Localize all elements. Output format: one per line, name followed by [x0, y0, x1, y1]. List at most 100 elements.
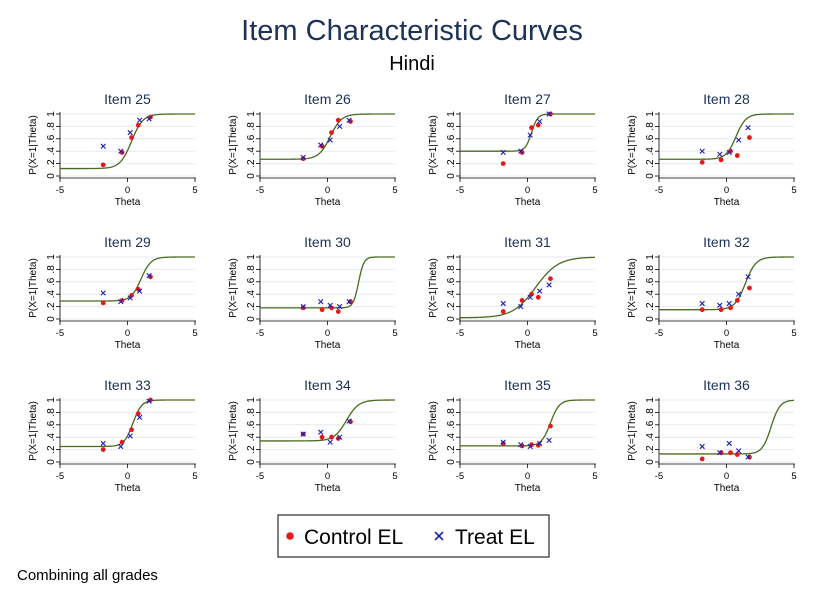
y-tick-label: .8: [246, 265, 257, 274]
y-tick-label: .4: [46, 290, 57, 299]
panel-item-35: 0 .2 .4 .6 .8 1 -5 0 5 Theta P(X=1|Theta) Item 35: [428, 377, 598, 494]
control-point: [699, 456, 705, 462]
y-tick-label: 1: [246, 397, 257, 403]
x-tick-label: 5: [192, 328, 197, 339]
x-tick-label: -5: [256, 328, 264, 339]
x-tick-label: -5: [655, 471, 663, 482]
treat-point-stroke: [127, 129, 133, 136]
treat-point-stroke: [735, 137, 742, 143]
y-tick-label: .6: [246, 420, 257, 429]
control-point: [135, 122, 141, 128]
treat-point: [546, 282, 552, 288]
icc-curve: [659, 256, 794, 311]
treat-point-stroke: [346, 298, 352, 305]
x-tick-label: -5: [655, 328, 663, 339]
x-tick-label: 5: [592, 328, 597, 339]
treat-point-stroke: [346, 117, 352, 123]
treat-point-stroke: [518, 441, 524, 448]
y-axis-label: P(X=1|Theta): [627, 258, 638, 318]
treat-point: [118, 298, 124, 305]
y-axis-label: P(X=1|Theta): [428, 258, 439, 318]
control-point: [500, 161, 506, 167]
control-point: [129, 427, 134, 433]
y-tick-label: .8: [246, 408, 257, 417]
y-axis-label: P(X=1|Theta): [228, 115, 239, 175]
y-tick-label: 0: [446, 459, 457, 465]
y-tick-label: 1: [446, 111, 457, 117]
panel-title: Item 28: [703, 91, 750, 107]
panel-title: Item 34: [304, 377, 351, 393]
treat-point-stroke: [735, 291, 742, 297]
control-point: [329, 434, 334, 440]
y-tick-label: .4: [645, 290, 656, 299]
x-tick-label: 0: [525, 185, 530, 196]
treat-point-stroke: [127, 433, 133, 439]
treat-point: [327, 439, 333, 445]
treat-point-stroke: [527, 443, 533, 450]
treat-point: [327, 302, 333, 309]
control-point: [699, 307, 705, 313]
treat-point: [726, 440, 732, 447]
treat-point: [536, 440, 543, 447]
y-axis-label: P(X=1|Theta): [428, 115, 439, 175]
control-point: [734, 153, 740, 158]
treat-point-stroke: [318, 142, 324, 148]
panel-grid: 0 .2 .4 .6 .8 1 -5 0 5 Theta P(X=1|Theta) Item 25 0.…: [28, 91, 797, 494]
y-tick-label: .8: [446, 265, 457, 274]
x-axis-label: Theta: [714, 197, 740, 208]
control-point: [535, 294, 541, 300]
treat-point: [318, 298, 324, 305]
control-point: [718, 450, 724, 456]
y-axis-label: P(X=1|Theta): [228, 401, 239, 461]
treat-point-stroke: [118, 443, 124, 450]
treat-point: [136, 414, 143, 421]
treat-point: [546, 111, 552, 117]
control-point: [348, 299, 353, 305]
control-point: [548, 423, 553, 429]
treat-point-stroke: [336, 434, 343, 440]
control-point: [548, 111, 553, 117]
panel-item-36: 0 .2 .4 .6 .8 1 -5 0 5 Theta P(X=1|Theta) Item 36: [627, 377, 797, 494]
treat-point: [118, 148, 124, 154]
y-tick-label: .2: [46, 302, 57, 311]
control-point: [747, 454, 752, 460]
x-tick-label: 0: [325, 471, 330, 482]
panel-title: Item 27: [504, 91, 551, 107]
y-axis-label: P(X=1|Theta): [228, 258, 239, 318]
control-point: [718, 157, 724, 163]
y-tick-label: .2: [46, 445, 57, 454]
x-tick-label: 5: [192, 185, 197, 196]
control-point: [129, 293, 134, 298]
panel-item-31: 0 .2 .4 .6 .8 1 -5 0 5 Theta P(X=1|Theta) Item 31: [428, 234, 598, 351]
x-tick-label: 0: [125, 328, 130, 339]
panel-title: Item 33: [104, 377, 151, 393]
y-tick-label: .6: [645, 277, 656, 286]
treat-point-stroke: [318, 298, 324, 305]
treat-point-stroke: [527, 132, 533, 138]
panel-item-29: 0 .2 .4 .6 .8 1 -5 0 5 Theta P(X=1|Theta) Item 29: [28, 234, 198, 351]
panel-title: Item 26: [304, 91, 351, 107]
treat-point-stroke: [500, 300, 506, 307]
y-tick-label: 1: [645, 254, 656, 260]
treat-point-stroke: [100, 290, 106, 296]
y-tick-label: .4: [645, 147, 656, 156]
treat-point: [336, 123, 343, 130]
control-point: [135, 411, 141, 417]
treat-point: [726, 300, 732, 307]
control-point: [728, 305, 733, 311]
treat-point: [745, 124, 751, 131]
y-tick-label: 0: [645, 316, 656, 322]
x-tick-label: 5: [592, 471, 597, 482]
y-axis-label: P(X=1|Theta): [627, 401, 638, 461]
control-point: [335, 309, 341, 314]
control-point: [500, 309, 506, 314]
control-point: [335, 117, 341, 123]
control-point: [100, 162, 106, 168]
x-axis-label: Theta: [315, 483, 341, 494]
panel-item-32: 0 .2 .4 .6 .8 1 -5 0 5 Theta P(X=1|Theta) Item 32: [627, 234, 797, 351]
treat-point-stroke: [717, 302, 723, 309]
treat-point: [500, 149, 506, 156]
panel-title: Item 29: [104, 234, 151, 250]
y-tick-label: 0: [645, 459, 656, 465]
